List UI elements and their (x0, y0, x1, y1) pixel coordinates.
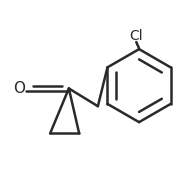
Text: Cl: Cl (129, 29, 143, 43)
Text: O: O (13, 81, 25, 96)
